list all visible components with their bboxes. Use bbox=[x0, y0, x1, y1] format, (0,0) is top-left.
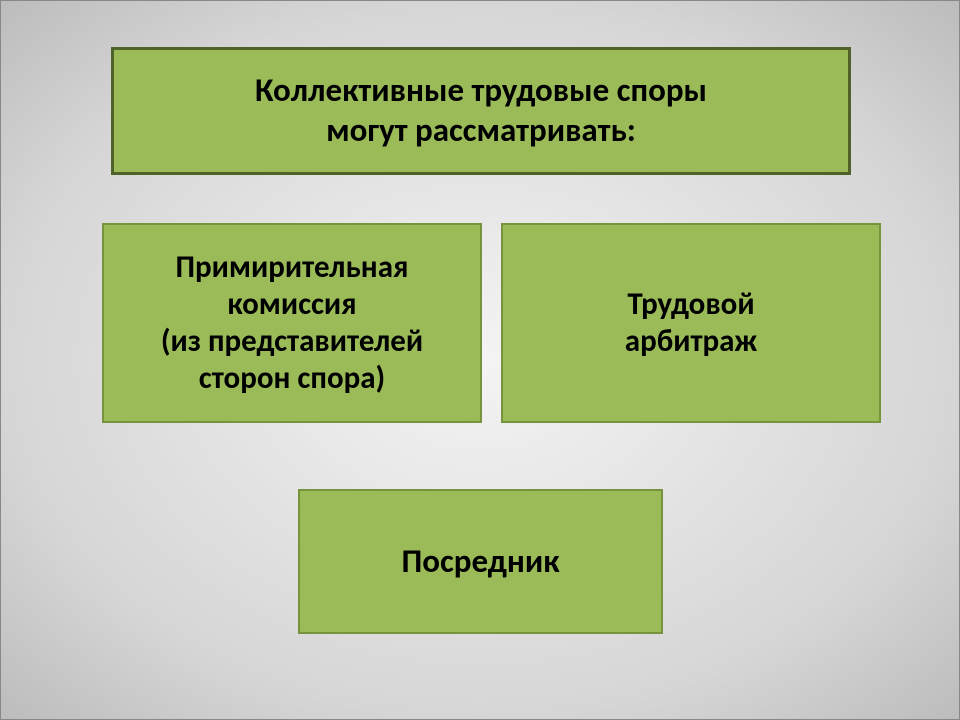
bottom-box: Посредник bbox=[298, 489, 663, 634]
left-box: Примирительная комиссия (из представител… bbox=[102, 223, 482, 423]
bottom-text: Посредник bbox=[401, 542, 559, 582]
title-box: Коллективные трудовые споры могут рассма… bbox=[111, 47, 851, 175]
title-text: Коллективные трудовые споры могут рассма… bbox=[255, 71, 707, 150]
left-text: Примирительная комиссия (из представител… bbox=[161, 249, 423, 398]
right-box: Трудовой арбитраж bbox=[501, 223, 881, 423]
slide: Коллективные трудовые споры могут рассма… bbox=[0, 0, 960, 720]
right-text: Трудовой арбитраж bbox=[625, 286, 757, 360]
